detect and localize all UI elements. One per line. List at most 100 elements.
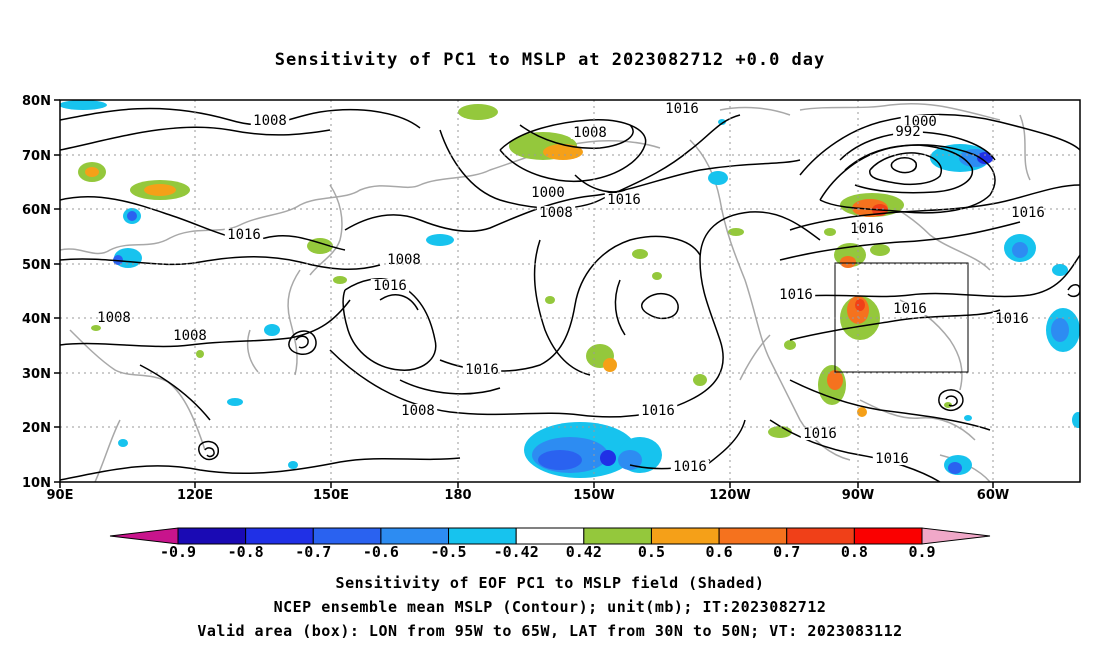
sensitivity-patch	[855, 299, 865, 311]
colorbar-segment	[650, 527, 720, 545]
isobar-label-bg	[604, 193, 644, 206]
isobar-label-bg	[570, 126, 610, 139]
colorbar-label: -0.6	[363, 543, 399, 561]
graticule	[60, 100, 1080, 482]
sensitivity-patch	[728, 228, 744, 236]
sensitivity-patch	[840, 256, 856, 268]
lat-label: 10N	[22, 476, 51, 491]
isobar-label: 1008	[401, 403, 435, 419]
isobar-label: 1016	[465, 362, 499, 378]
colorbar-segment	[515, 527, 585, 545]
sensitivity-patch	[718, 119, 726, 125]
isobar-label: 1016	[803, 426, 837, 442]
isobar-label-bg	[872, 452, 912, 465]
colorbar-label: -0.8	[228, 543, 264, 561]
isobar-label: 1016	[673, 459, 707, 475]
colorbar-segment	[718, 527, 788, 545]
sensitivity-patch	[618, 450, 642, 470]
sensitivity-patch	[127, 211, 137, 221]
colorbar: -0.9 -0.8 -0.7 -0.6 -0.5 -0.42 0.42 0.5 0.6 0.7 0.…	[109, 527, 991, 561]
sensitivity-patch	[693, 374, 707, 386]
lat-label: 40N	[22, 312, 51, 327]
isobar-label: 1016	[995, 311, 1029, 327]
isobar-label: 1016	[227, 227, 261, 243]
lat-label: 80N	[22, 94, 51, 109]
mslp-contours	[60, 107, 1080, 482]
isobar-label-bg	[1008, 206, 1048, 219]
sensitivity-patch	[857, 407, 867, 417]
isobar-label: 1016	[779, 287, 813, 303]
sensitivity-patch	[144, 184, 176, 196]
sensitivity-patch	[652, 272, 662, 280]
figure-title: Sensitivity of PC1 to MSLP at 2023082712…	[274, 50, 826, 70]
sensitivity-patch	[227, 398, 243, 406]
isobar-label: 1008	[173, 328, 207, 344]
lon-label: 150E	[313, 488, 349, 503]
latitude-labels: 80N 70N 60N 50N 40N 30N 20N 10N	[22, 94, 51, 491]
isobar-label: 1008	[573, 125, 607, 141]
sensitivity-patch	[977, 152, 993, 164]
colorbar-segment	[312, 527, 382, 545]
sensitivity-patch	[426, 234, 454, 246]
sensitivity-patch	[948, 462, 962, 474]
isobar-label-bg	[384, 253, 424, 266]
lat-label: 70N	[22, 149, 51, 164]
sensitivity-patch	[600, 450, 616, 466]
colorbar-segment	[245, 527, 314, 545]
isobar-label: 1016	[875, 451, 909, 467]
lon-label: 150W	[573, 488, 614, 503]
sensitivity-patch	[458, 104, 498, 120]
sensitivity-patch	[307, 238, 333, 254]
sensitivity-patch	[85, 167, 99, 177]
sensitivity-patch	[1051, 318, 1069, 342]
sensitivity-patch	[1012, 242, 1028, 258]
isobar-label: 1008	[253, 113, 287, 129]
lon-label: 180	[444, 488, 471, 503]
colorbar-segment	[177, 527, 247, 545]
sensitivity-patch	[60, 100, 107, 110]
sensitivity-patch	[1072, 412, 1080, 428]
isobar-label: 1016	[373, 278, 407, 294]
sensitivity-patch	[1052, 264, 1068, 276]
sensitivity-patch	[964, 415, 972, 421]
isobar-label-bg	[528, 186, 568, 199]
isobar-label: 992	[895, 124, 920, 140]
isobar-label-bg	[462, 363, 502, 376]
isobar-label: 1016	[893, 301, 927, 317]
sensitivity-patch	[288, 461, 298, 469]
isobar-label-bg	[800, 427, 840, 440]
lon-label: 90E	[47, 488, 74, 503]
lat-label: 20N	[22, 421, 51, 436]
colorbar-high-extend	[921, 527, 991, 545]
lon-label: 60W	[977, 488, 1009, 503]
colorbar-label: -0.7	[295, 543, 331, 561]
colorbar-label: -0.9	[160, 543, 196, 561]
isobar-label-bg	[992, 312, 1032, 325]
isobar-label-bg	[662, 102, 702, 115]
isobar-label: 1016	[850, 221, 884, 237]
colorbar-label: 0.7	[773, 543, 800, 561]
isobar-label: 1016	[665, 101, 699, 117]
sensitivity-patch	[708, 171, 728, 185]
colorbar-label: -0.42	[494, 543, 539, 561]
colorbar-label: 0.8	[841, 543, 868, 561]
isobar-label-bg	[370, 279, 410, 292]
sensitivity-patch	[333, 276, 347, 284]
lon-label: 120E	[177, 488, 213, 503]
longitude-labels: 90E 120E 150E 180 150W 120W 90W 60W	[47, 488, 1010, 503]
colorbar-segment	[583, 527, 652, 545]
isobar-label: 1008	[387, 252, 421, 268]
colorbar-label: 0.42	[566, 543, 602, 561]
sensitivity-patch	[603, 358, 617, 372]
caption-line-1: Sensitivity of EOF PC1 to MSLP field (Sh…	[335, 574, 765, 592]
sensitivity-patch	[768, 426, 792, 438]
isobar-label-bg	[893, 125, 923, 138]
colorbar-segment	[380, 527, 450, 545]
sensitivity-patch	[545, 296, 555, 304]
isobar-labels: 1016100810009921008100010081016101610161…	[94, 101, 1048, 475]
caption-line-2: NCEP ensemble mean MSLP (Contour); unit(…	[273, 598, 827, 616]
colorbar-label: 0.6	[706, 543, 733, 561]
lon-label: 120W	[709, 488, 750, 503]
colorbar-label: 0.9	[908, 543, 935, 561]
lon-label: 90W	[842, 488, 874, 503]
